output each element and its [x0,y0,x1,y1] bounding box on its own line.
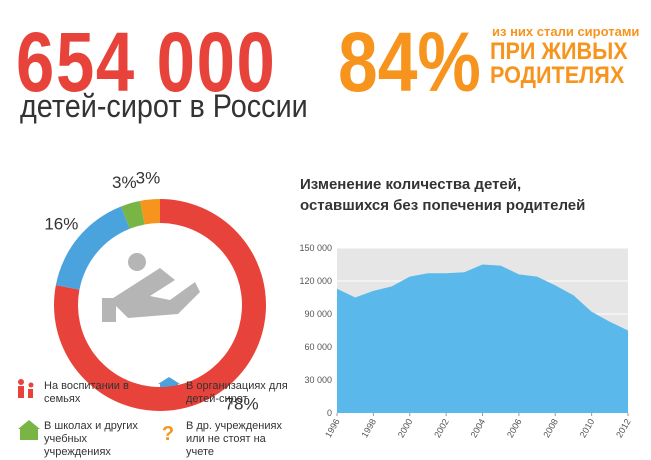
x-tick-label: 1996 [323,417,342,439]
big-number: 654 000 [16,15,277,109]
legend-label: В др. учреждениях или не стоят на учете [186,420,282,458]
value-label: 78% [225,395,259,414]
chart-title: Изменение количества детей, [300,176,522,193]
y-tick-label: 0 [327,408,332,418]
percent-note: ПРИ ЖИВЫХ [490,38,628,65]
svg-text:?: ? [162,423,174,445]
x-tick-label: 2002 [432,417,451,439]
big-caption: детей-сирот в России [20,88,308,124]
y-tick-label: 60 000 [304,342,332,352]
value-label: 16% [44,214,78,233]
x-tick-label: 2008 [541,417,560,439]
y-tick-label: 120 000 [299,276,332,286]
icon [102,253,200,322]
percent: 84% [338,15,481,109]
chart-title: оставшихся без попечения родителей [300,197,586,214]
value-label: 3% [112,173,137,192]
legend-label: В организациях для детей-сирот [186,380,288,405]
x-tick-label: 2012 [614,417,633,439]
x-tick-label: 2004 [469,417,488,439]
x-tick-label: 2010 [578,417,597,439]
y-tick-label: 150 000 [299,243,332,253]
x-tick-label: 1998 [359,417,378,439]
pie-slice [55,206,130,290]
legend-label: В школах и других учебных учреждениях [44,420,138,458]
y-tick-label: 90 000 [304,309,332,319]
area [337,264,628,413]
percent-note: РОДИТЕЛЯХ [490,62,625,89]
percent-note: из них стали сиротами [492,24,640,39]
x-tick-label: 2006 [505,417,524,439]
y-tick-label: 30 000 [304,375,332,385]
legend-label: На воспитании в семьях [44,380,129,405]
value-label: 3% [136,169,161,188]
pie-slice [140,199,160,225]
pie-slice [120,200,145,229]
x-tick-label: 2000 [396,417,415,439]
